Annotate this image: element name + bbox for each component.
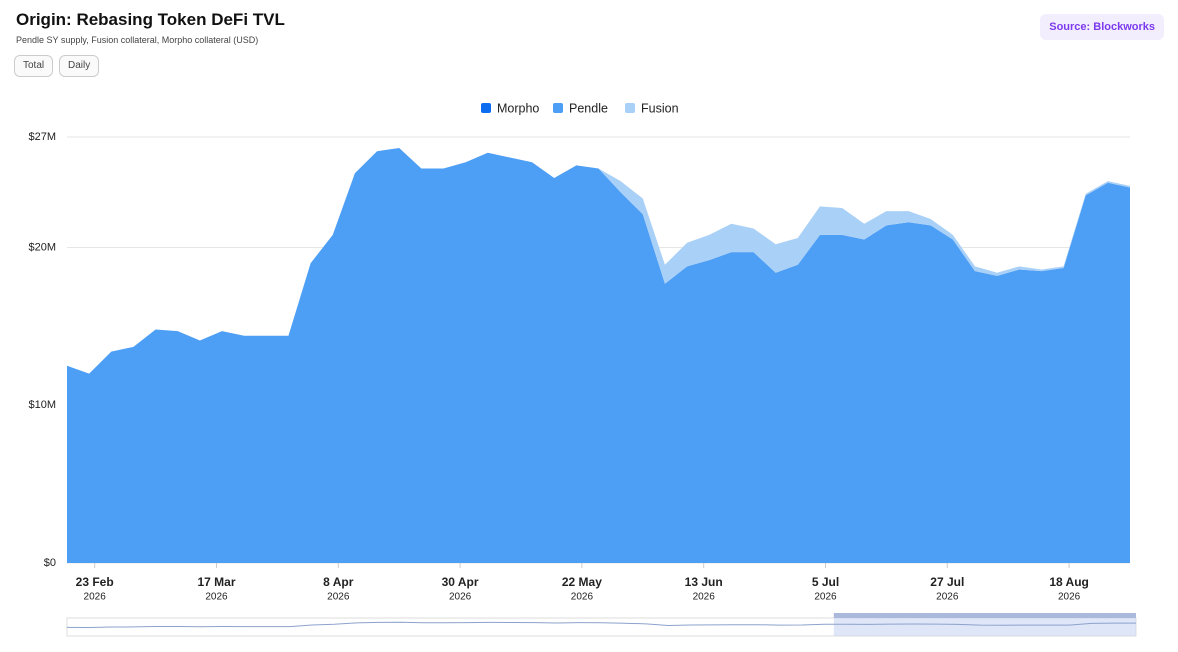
x-tick-year: 2026 [571,592,594,603]
y-tick-label: $20M [28,241,56,253]
x-tick-label: 17 Mar [197,575,235,589]
legend-swatch [481,103,491,113]
x-tick-label: 30 Apr [442,575,479,589]
legend-label: Morpho [497,101,539,115]
legend-label: Fusion [641,101,679,115]
x-tick-year: 2026 [936,592,959,603]
legend-label: Pendle [569,101,608,115]
x-tick-label: 27 Jul [930,575,964,589]
x-tick-label: 5 Jul [812,575,839,589]
x-tick-year: 2026 [205,592,228,603]
x-tick-year: 2026 [1058,592,1081,603]
x-tick-label: 23 Feb [76,575,114,589]
y-tick-label: $10M [28,399,56,411]
daily-button[interactable]: Daily [59,55,100,77]
chart-title: Origin: Rebasing Token DeFi TVL [16,10,285,29]
subtitle: Pendle SY supply, Fusion collateral, Mor… [16,35,259,45]
x-tick-year: 2026 [693,592,716,603]
x-tick-year: 2026 [327,592,350,603]
area-pendle [67,148,1130,564]
x-tick-label: 18 Aug [1049,575,1089,589]
navigator-line [66,621,1137,629]
y-tick-label: $27M [28,131,56,143]
x-tick-year: 2026 [449,592,472,603]
y-tick-label: $0 [44,557,56,569]
navigator-handle-bar [833,613,1136,618]
x-tick-label: 13 Jun [685,575,723,589]
legend-swatch [625,103,635,113]
total-button[interactable]: Total [14,55,54,77]
x-tick-year: 2026 [84,592,107,603]
source-badge[interactable]: Source: Blockworks [1040,14,1164,40]
x-tick-label: 22 May [562,575,602,589]
legend-swatch [553,103,563,113]
navigator-selection [833,618,1136,636]
x-tick-label: 8 Apr [323,575,354,589]
x-tick-year: 2026 [814,592,837,603]
